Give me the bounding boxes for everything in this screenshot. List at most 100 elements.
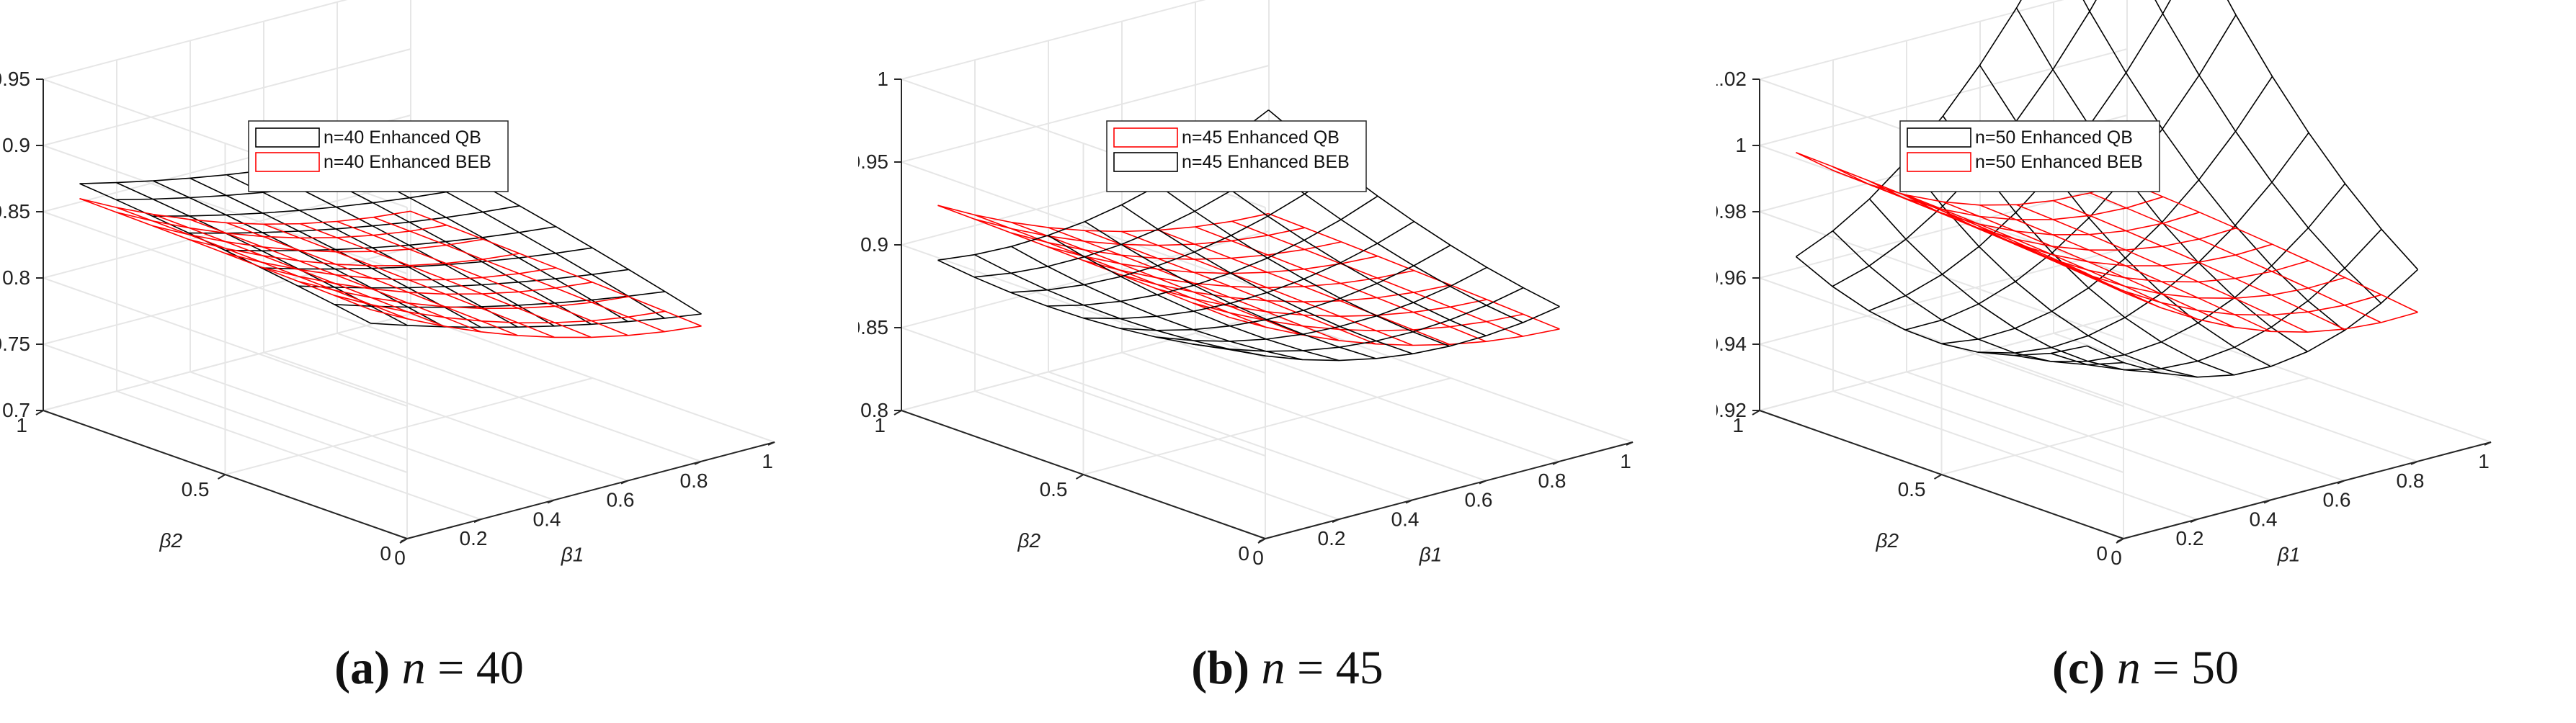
surface-mesh-line: [263, 223, 555, 338]
surface-mesh-line: [1941, 76, 2273, 345]
surface-mesh-line: [1229, 305, 1560, 362]
surface-mesh-line: [973, 218, 1306, 246]
x-tick-label: 0.2: [460, 527, 488, 549]
x-tick-label: 1: [762, 450, 773, 472]
panel-b: 00.20.40.60.8100.510.80.850.90.951β1β2Av…: [858, 0, 1716, 723]
surface-mesh-line: [153, 180, 445, 328]
surface-mesh-line: [1904, 194, 2237, 251]
legend-entry-label: n=50 Enhanced QB: [1975, 127, 2133, 148]
legend-entry-label: n=45 Enhanced QB: [1182, 127, 1340, 148]
grid-line: [1083, 377, 1451, 475]
surface-mesh-line: [1977, 225, 2309, 283]
surface-mesh-line: [1158, 184, 1450, 347]
caption-label: (c): [2052, 642, 2105, 694]
x-axis-line: [2123, 441, 2492, 539]
surface-mesh-line: [1868, 0, 2172, 312]
surface-mesh-line: [1904, 14, 2237, 331]
surface-mesh-line: [1119, 244, 1451, 331]
x-tick-mark: [1626, 441, 1634, 446]
y-axis-label: β2: [159, 529, 182, 552]
surface-mesh-line: [2050, 256, 2382, 316]
surface-mesh-line: [152, 225, 483, 253]
surface-mesh-line: [370, 309, 702, 338]
surface-mesh-line: [2087, 269, 2419, 378]
x-tick-mark: [2263, 499, 2271, 504]
surface-chart-b: 00.20.40.60.8100.510.80.850.90.951β1β2Av…: [858, 0, 1634, 569]
surface-mesh-line: [1868, 198, 2161, 374]
z-tick-label: 1.02: [1716, 68, 1747, 90]
surface-mesh-line: [1046, 195, 1378, 307]
y-tick-label: 1: [16, 414, 27, 436]
legend-entry-label: n=45 Enhanced BEB: [1182, 152, 1350, 172]
surface-series: [1796, 152, 2418, 333]
surface-mesh-line: [225, 252, 556, 281]
z-tick-label: 1: [877, 68, 888, 90]
x-tick-label: 0.8: [680, 470, 708, 492]
surface-mesh-line: [1084, 230, 1376, 345]
caption-c: (c) n = 50: [1716, 641, 2575, 696]
surface-mesh-line: [1796, 152, 2127, 206]
surface-mesh-line: [1192, 287, 1524, 352]
z-tick-label: 0.96: [1716, 266, 1747, 289]
y-tick-label: 1: [1732, 414, 1744, 436]
y-tick-label: 0.5: [1898, 478, 1926, 500]
grid-line: [901, 313, 1270, 411]
y-tick-mark: [1257, 538, 1266, 544]
x-tick-label: 0.6: [607, 489, 635, 511]
y-axis-label: β2: [1875, 529, 1899, 552]
surface-mesh-line: [226, 222, 518, 336]
x-tick-label: 0.8: [2397, 470, 2425, 492]
caption-label: (a): [334, 642, 391, 694]
surface-mesh-line: [2087, 273, 2418, 333]
caption-value: = 40: [425, 642, 524, 694]
x-tick-mark: [2190, 518, 2198, 524]
x-axis-label: β1: [2277, 544, 2301, 566]
surface-mesh-line: [1010, 169, 1342, 293]
x-axis-line: [406, 441, 775, 539]
caption-label: (b): [1191, 642, 1249, 694]
surface-chart-c: 00.20.40.60.8100.510.920.940.960.9811.02…: [1716, 0, 2492, 569]
surface-series: [937, 109, 1560, 362]
surface-mesh-line: [2090, 192, 2381, 323]
surface-mesh-line: [261, 247, 593, 270]
y-tick-label: 0.5: [182, 478, 210, 500]
surface-mesh-line: [2050, 228, 2382, 371]
surface-mesh-line: [1083, 220, 1414, 320]
surface-mesh-line: [1158, 229, 1450, 346]
y-tick-mark: [2116, 538, 2124, 544]
surface-mesh-line: [370, 313, 702, 328]
y-tick-label: 1: [874, 414, 886, 436]
x-tick-mark: [2484, 441, 2492, 446]
legend-swatch: [255, 127, 320, 148]
grid-line: [1759, 0, 2064, 80]
caption-b: (b) n = 45: [858, 641, 1716, 696]
z-tick-label: 0.95: [858, 151, 888, 173]
y-tick-mark: [399, 538, 408, 544]
legend-swatch: [1907, 127, 1971, 148]
z-tick-label: 0.9: [860, 233, 888, 256]
surface-mesh-line: [1083, 259, 1414, 289]
surface-mesh-line: [115, 211, 447, 239]
grid-line: [1759, 247, 2128, 345]
x-tick-label: 0: [1252, 547, 1264, 569]
grid-line: [901, 0, 1206, 80]
z-tick-label: 0.95: [0, 68, 30, 90]
surface-mesh-line: [2227, 0, 2419, 270]
x-tick-mark: [767, 441, 775, 446]
x-tick-label: 0: [2111, 547, 2122, 569]
y-tick-label: 0: [2096, 542, 2108, 565]
surface-mesh-line: [2014, 183, 2346, 362]
grid-line: [225, 377, 593, 475]
surface-mesh-line: [373, 216, 665, 333]
surface-mesh-line: [298, 269, 629, 289]
z-tick-label: 0.9: [2, 134, 30, 156]
legend-swatch: [1113, 127, 1178, 148]
y-tick-mark: [1075, 474, 1084, 480]
grid-line: [43, 48, 411, 146]
grid-line: [1759, 313, 2128, 411]
x-tick-label: 0.4: [1391, 508, 1420, 530]
surface-mesh-line: [2126, 181, 2418, 313]
surface-mesh-line: [1941, 210, 2273, 266]
x-tick-mark: [1479, 480, 1487, 485]
